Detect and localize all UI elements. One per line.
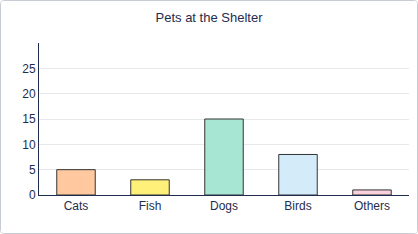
svg-text:Others: Others (354, 199, 390, 213)
svg-text:Pets at the Shelter: Pets at the Shelter (156, 10, 264, 25)
svg-text:Cats: Cats (64, 199, 89, 213)
svg-text:Dogs: Dogs (210, 199, 238, 213)
svg-text:Birds: Birds (284, 199, 311, 213)
svg-text:25: 25 (22, 62, 36, 76)
svg-text:0: 0 (29, 188, 36, 202)
svg-text:5: 5 (29, 163, 36, 177)
svg-text:Fish: Fish (139, 199, 162, 213)
svg-text:15: 15 (22, 112, 36, 126)
svg-text:10: 10 (22, 138, 36, 152)
svg-text:20: 20 (22, 87, 36, 101)
